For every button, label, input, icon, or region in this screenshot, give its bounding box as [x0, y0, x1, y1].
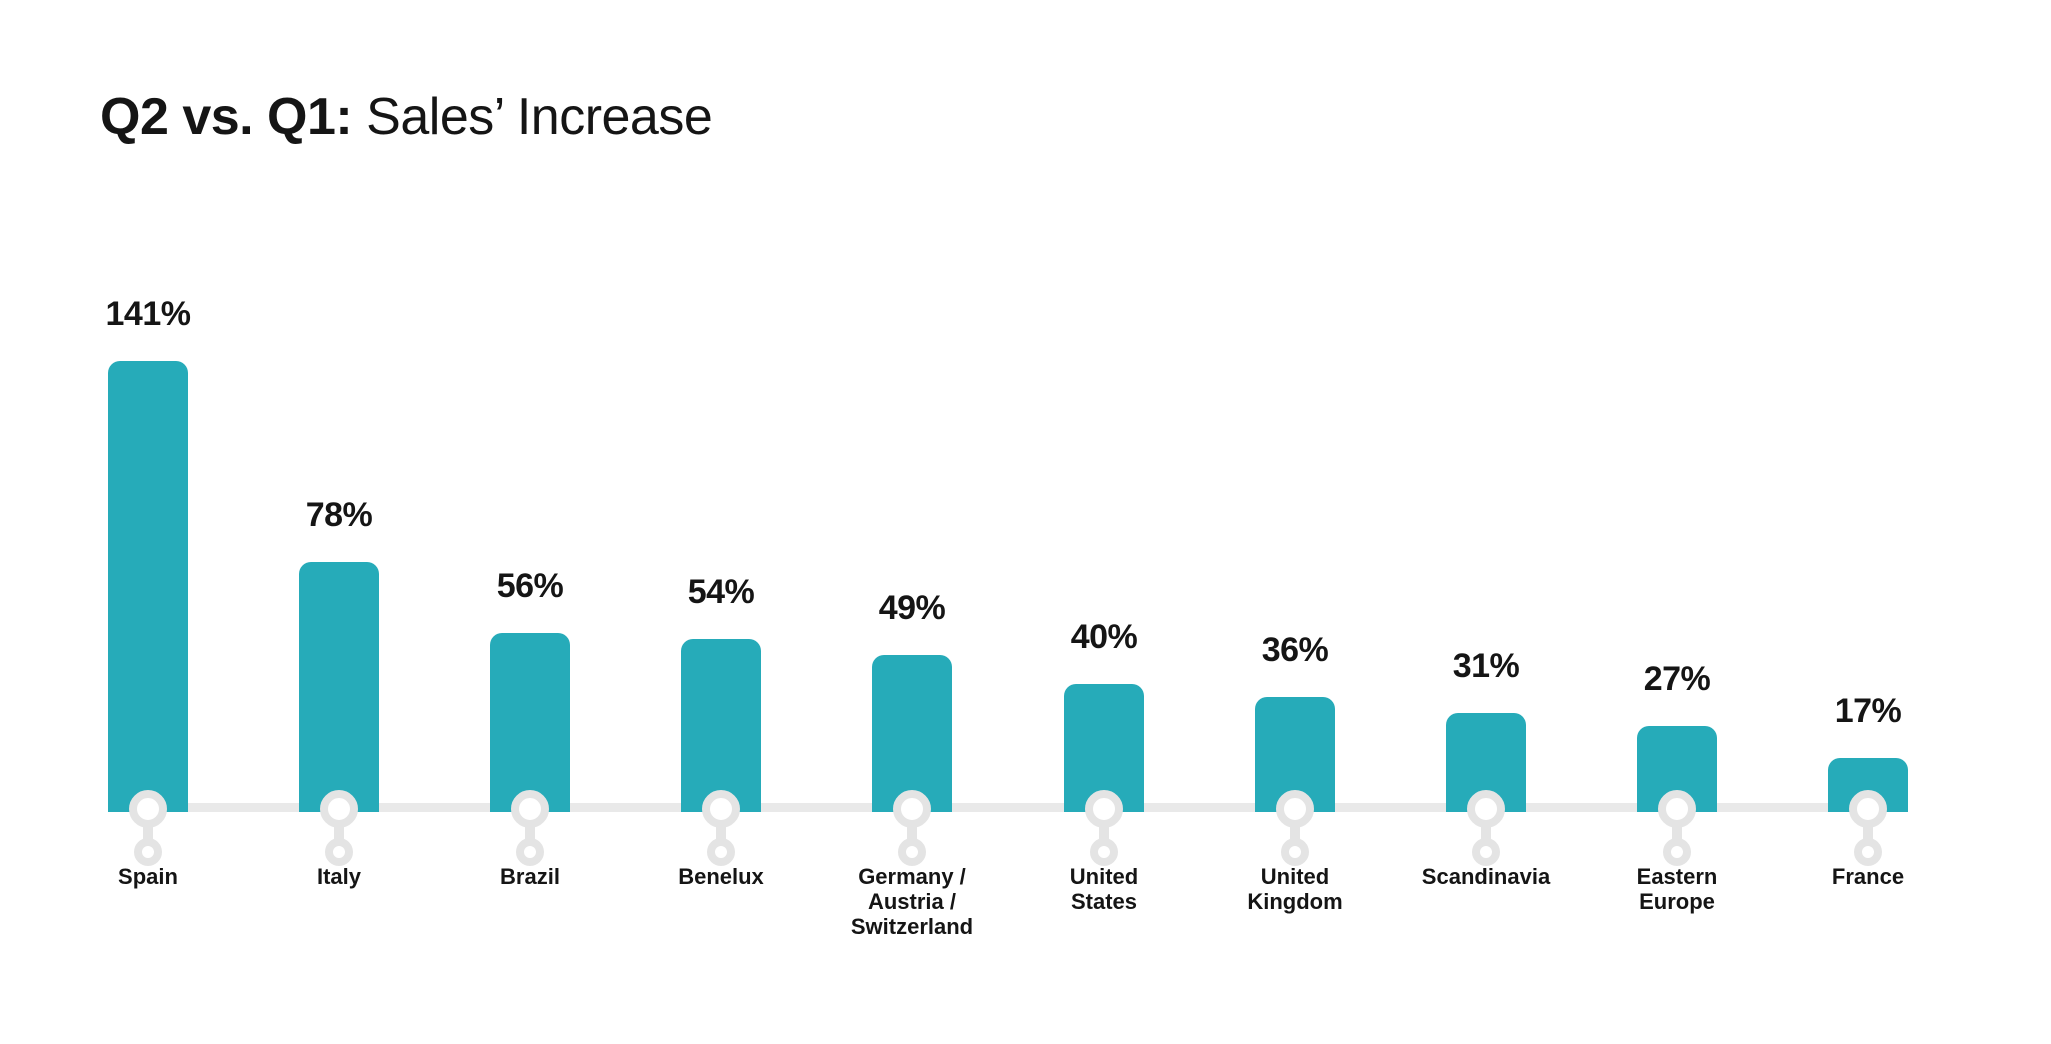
- pin-tail-icon: [1090, 838, 1118, 866]
- pin-tail-icon: [1472, 838, 1500, 866]
- bar-value-label-benelux: 54%: [687, 573, 755, 611]
- bar-value-label-eastern: 27%: [1643, 660, 1711, 698]
- pin-head-icon: [1467, 790, 1505, 828]
- pin-tail-icon: [898, 838, 926, 866]
- bar-group-benelux: 54% Benelux: [625, 0, 817, 1044]
- chart-title: Q2 vs. Q1: Sales’ Increase: [100, 88, 713, 148]
- pin-stem-icon: [716, 810, 726, 852]
- bar-value-label-united: 36%: [1261, 631, 1329, 669]
- category-label-scandinavia: Scandinavia: [1421, 864, 1551, 889]
- pin-tail-icon: [325, 838, 353, 866]
- bar-group-eastern: 27% Eastern Europe: [1581, 0, 1773, 1044]
- bar-benelux: [681, 639, 761, 812]
- pin-head-icon: [1085, 790, 1123, 828]
- bar-group-spain: 141% Spain: [52, 0, 244, 1044]
- pin-stem-icon: [1290, 810, 1300, 852]
- pin-tail-icon: [1663, 838, 1691, 866]
- pin-stem-icon: [1481, 810, 1491, 852]
- category-label-united: United States: [1069, 864, 1139, 914]
- bar-germany: [872, 655, 952, 812]
- bar-group-italy: 78% Italy: [243, 0, 435, 1044]
- pin-head-icon: [1658, 790, 1696, 828]
- pin-head-icon: [1849, 790, 1887, 828]
- pin-stem-icon: [1863, 810, 1873, 852]
- pin-stem-icon: [525, 810, 535, 852]
- pin-head-icon: [893, 790, 931, 828]
- bar-group-brazil: 56% Brazil: [434, 0, 626, 1044]
- category-label-united: United Kingdom: [1247, 864, 1343, 914]
- bar-value-label-france: 17%: [1834, 692, 1902, 730]
- bar-group-france: 17% France: [1772, 0, 1964, 1044]
- bar-group-united: 40% United States: [1008, 0, 1200, 1044]
- category-label-france: France: [1831, 864, 1905, 889]
- pin-stem-icon: [1672, 810, 1682, 852]
- bar-spain: [108, 361, 188, 812]
- category-label-spain: Spain: [118, 864, 178, 889]
- pin-stem-icon: [1099, 810, 1109, 852]
- pin-tail-icon: [516, 838, 544, 866]
- pin-head-icon: [702, 790, 740, 828]
- pin-stem-icon: [907, 810, 917, 852]
- bar-group-germany: 49% Germany / Austria / Switzerland: [816, 0, 1008, 1044]
- pin-stem-icon: [143, 810, 153, 852]
- bar-group-scandinavia: 31% Scandinavia: [1390, 0, 1582, 1044]
- baseline-axis: [108, 803, 1908, 812]
- bar-brazil: [490, 633, 570, 812]
- category-label-brazil: Brazil: [500, 864, 560, 889]
- bar-value-label-germany: 49%: [878, 589, 946, 627]
- bar-value-label-italy: 78%: [305, 496, 373, 534]
- pin-tail-icon: [707, 838, 735, 866]
- pin-tail-icon: [134, 838, 162, 866]
- bar-value-label-united: 40%: [1070, 618, 1138, 656]
- pin-stem-icon: [334, 810, 344, 852]
- pin-head-icon: [1276, 790, 1314, 828]
- bar-value-label-brazil: 56%: [496, 567, 564, 605]
- bar-value-label-scandinavia: 31%: [1452, 647, 1520, 685]
- pin-head-icon: [320, 790, 358, 828]
- chart-title-rest: Sales’ Increase: [352, 88, 713, 146]
- category-label-italy: Italy: [316, 864, 362, 889]
- category-label-germany: Germany / Austria / Switzerland: [850, 864, 974, 939]
- bar-italy: [299, 562, 379, 812]
- category-label-benelux: Benelux: [678, 864, 764, 889]
- bar-group-united: 36% United Kingdom: [1199, 0, 1391, 1044]
- pin-tail-icon: [1854, 838, 1882, 866]
- pin-tail-icon: [1281, 838, 1309, 866]
- pin-head-icon: [511, 790, 549, 828]
- category-label-eastern: Eastern Europe: [1636, 864, 1718, 914]
- bar-value-label-spain: 141%: [105, 295, 191, 333]
- chart-title-emphasis: Q2 vs. Q1:: [100, 88, 353, 146]
- pin-head-icon: [129, 790, 167, 828]
